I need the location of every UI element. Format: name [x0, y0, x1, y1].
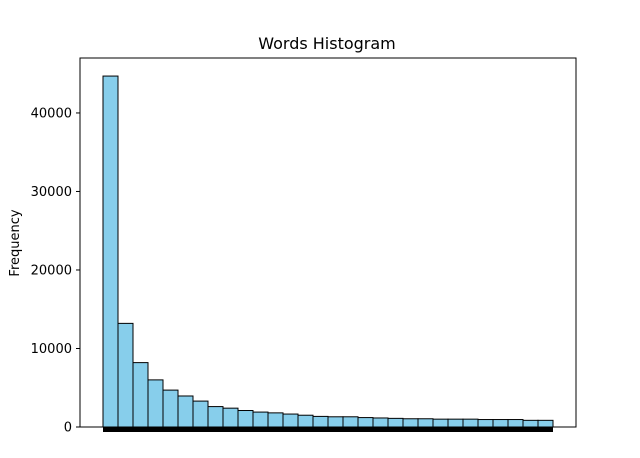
chart-title: Words Histogram	[258, 34, 396, 53]
histogram-bar	[192, 400, 209, 428]
histogram-bar	[177, 395, 194, 428]
histogram-bar	[327, 416, 344, 428]
histogram-bar	[462, 418, 479, 428]
y-tick-label: 20000	[31, 263, 72, 278]
histogram-bar	[267, 412, 284, 428]
histogram-bar	[102, 75, 119, 428]
histogram-bar	[132, 362, 149, 428]
histogram-bar	[522, 419, 539, 428]
histogram-bar	[357, 417, 374, 428]
rug-band	[103, 427, 553, 432]
histogram-bar	[402, 418, 419, 428]
y-tick-label: 30000	[31, 185, 72, 200]
histogram-bar	[282, 413, 299, 428]
histogram-bar	[477, 419, 494, 428]
histogram-bar	[372, 417, 389, 428]
histogram-bar	[252, 411, 269, 428]
histogram-bar	[417, 418, 434, 428]
histogram-bar	[297, 414, 314, 428]
y-tick-label: 40000	[31, 106, 72, 121]
histogram-bar	[222, 407, 239, 428]
histogram-bar	[162, 389, 179, 428]
plot-frame	[79, 57, 577, 428]
histogram-bar	[237, 410, 254, 428]
y-tick-label: 0	[64, 421, 72, 436]
histogram-bar	[147, 379, 164, 428]
histogram-bar	[432, 418, 449, 428]
y-tick-label: 10000	[31, 342, 72, 357]
histogram-bar	[117, 322, 134, 428]
histogram-bar	[507, 419, 524, 428]
histogram-bar	[312, 415, 329, 428]
histogram-bar	[207, 406, 224, 428]
histogram-bar	[387, 417, 404, 428]
bars-group	[102, 75, 554, 428]
histogram-bar	[447, 418, 464, 428]
histogram-bar	[537, 419, 554, 428]
histogram-bar	[342, 416, 359, 428]
histogram-bar	[492, 419, 509, 428]
y-ticks-group: 0 10000 20000 30000 40000	[31, 106, 80, 436]
y-axis-label: Frequency	[8, 209, 23, 276]
